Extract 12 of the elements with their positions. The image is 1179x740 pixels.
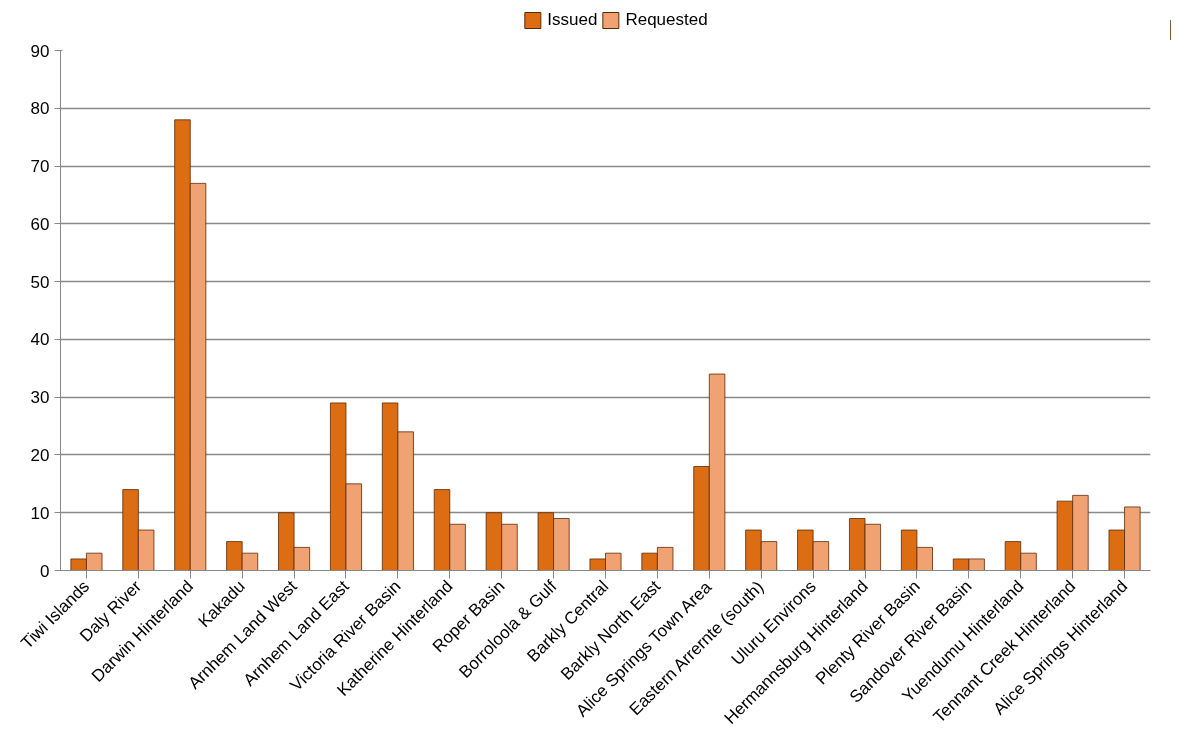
y-tick-label: 60 <box>30 214 50 234</box>
y-tick-label: 0 <box>40 561 50 581</box>
y-tick-label: 90 <box>30 41 50 61</box>
legend-label: Requested <box>625 10 708 30</box>
y-tick-label: 70 <box>30 157 50 177</box>
y-tick-label: 50 <box>30 272 50 292</box>
y-tick-label: 20 <box>30 445 50 465</box>
y-tick-label: 10 <box>30 503 50 523</box>
legend-label: Issued <box>547 10 598 30</box>
y-tick-label: 40 <box>30 330 50 350</box>
y-tick-label: 80 <box>30 99 50 119</box>
y-tick-label: 30 <box>30 388 50 408</box>
